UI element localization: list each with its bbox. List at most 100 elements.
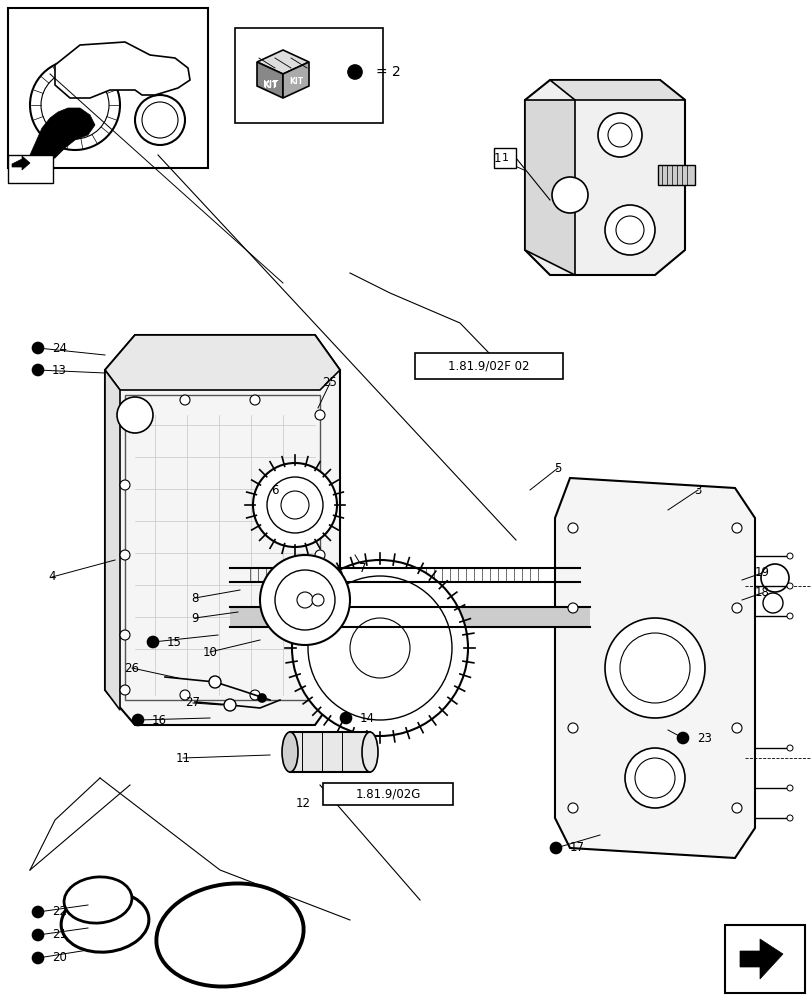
Circle shape — [762, 593, 782, 613]
Ellipse shape — [30, 60, 120, 150]
Circle shape — [786, 553, 792, 559]
Text: KIT: KIT — [289, 77, 303, 86]
Circle shape — [208, 676, 221, 688]
Text: KIT: KIT — [261, 80, 278, 89]
Circle shape — [180, 690, 190, 700]
Text: 18: 18 — [753, 586, 769, 599]
Circle shape — [250, 395, 260, 405]
Circle shape — [32, 342, 44, 354]
Text: 20: 20 — [52, 951, 67, 964]
Circle shape — [786, 815, 792, 821]
Ellipse shape — [157, 883, 303, 987]
Text: 21: 21 — [52, 928, 67, 941]
Circle shape — [315, 630, 324, 640]
Circle shape — [148, 637, 158, 648]
Polygon shape — [257, 50, 309, 74]
Circle shape — [786, 745, 792, 751]
Text: 5: 5 — [554, 462, 561, 475]
Polygon shape — [657, 165, 694, 185]
Text: 17: 17 — [569, 841, 584, 854]
Text: 8: 8 — [191, 591, 199, 604]
Text: 25: 25 — [322, 376, 337, 389]
Circle shape — [267, 477, 323, 533]
Circle shape — [311, 594, 324, 606]
Polygon shape — [105, 370, 120, 710]
Text: 26: 26 — [124, 662, 139, 674]
Circle shape — [120, 480, 130, 490]
Circle shape — [676, 732, 688, 744]
Circle shape — [120, 410, 130, 420]
Polygon shape — [55, 42, 190, 98]
Circle shape — [731, 803, 741, 813]
Circle shape — [568, 523, 577, 533]
Circle shape — [568, 723, 577, 733]
Text: 24: 24 — [52, 342, 67, 355]
Circle shape — [253, 463, 337, 547]
Polygon shape — [549, 80, 684, 100]
Circle shape — [258, 694, 266, 702]
Circle shape — [275, 570, 335, 630]
Bar — [724, 925, 804, 993]
Bar — [230, 607, 590, 627]
Polygon shape — [105, 335, 340, 390]
Circle shape — [731, 723, 741, 733]
Circle shape — [315, 410, 324, 420]
Ellipse shape — [362, 732, 378, 772]
Text: KIT: KIT — [263, 81, 277, 90]
Circle shape — [32, 952, 44, 963]
Text: 3: 3 — [693, 484, 701, 496]
Circle shape — [180, 395, 190, 405]
Polygon shape — [30, 108, 95, 162]
Circle shape — [281, 491, 309, 519]
Text: 9: 9 — [191, 611, 199, 624]
Polygon shape — [257, 62, 283, 98]
Circle shape — [120, 550, 130, 560]
Text: 1: 1 — [492, 152, 500, 165]
Text: 4: 4 — [48, 570, 56, 584]
Circle shape — [786, 583, 792, 589]
Polygon shape — [525, 100, 574, 275]
Polygon shape — [525, 80, 684, 275]
Text: 27: 27 — [185, 696, 200, 710]
Circle shape — [607, 123, 631, 147]
Circle shape — [348, 65, 362, 79]
Text: 7: 7 — [358, 562, 367, 574]
Circle shape — [117, 397, 152, 433]
Circle shape — [597, 113, 642, 157]
Circle shape — [604, 205, 654, 255]
Bar — [323, 783, 453, 805]
Circle shape — [634, 758, 674, 798]
Polygon shape — [105, 335, 340, 725]
Ellipse shape — [64, 877, 131, 923]
Circle shape — [786, 613, 792, 619]
Circle shape — [624, 748, 684, 808]
Polygon shape — [283, 62, 309, 98]
Text: 16: 16 — [152, 714, 167, 726]
Circle shape — [620, 633, 689, 703]
Circle shape — [315, 550, 324, 560]
Bar — [234, 28, 383, 123]
Ellipse shape — [61, 892, 148, 952]
Circle shape — [307, 576, 452, 720]
Circle shape — [604, 618, 704, 718]
Text: 1.81.9/02F 02: 1.81.9/02F 02 — [448, 360, 529, 372]
Circle shape — [315, 480, 324, 490]
Circle shape — [731, 523, 741, 533]
Circle shape — [297, 592, 312, 608]
Circle shape — [568, 803, 577, 813]
Text: 1: 1 — [501, 153, 508, 163]
Text: 12: 12 — [295, 797, 310, 810]
Circle shape — [550, 842, 561, 853]
Ellipse shape — [41, 71, 109, 139]
Circle shape — [132, 714, 144, 726]
Bar — [8, 155, 53, 183]
Bar — [414, 353, 562, 379]
Circle shape — [260, 555, 350, 645]
Text: 1.81.9/02G: 1.81.9/02G — [355, 787, 420, 800]
Text: 6: 6 — [271, 484, 278, 496]
Circle shape — [250, 690, 260, 700]
Text: 14: 14 — [359, 712, 375, 724]
Bar — [493, 148, 515, 168]
Text: KIT: KIT — [261, 80, 278, 89]
Polygon shape — [12, 156, 30, 170]
